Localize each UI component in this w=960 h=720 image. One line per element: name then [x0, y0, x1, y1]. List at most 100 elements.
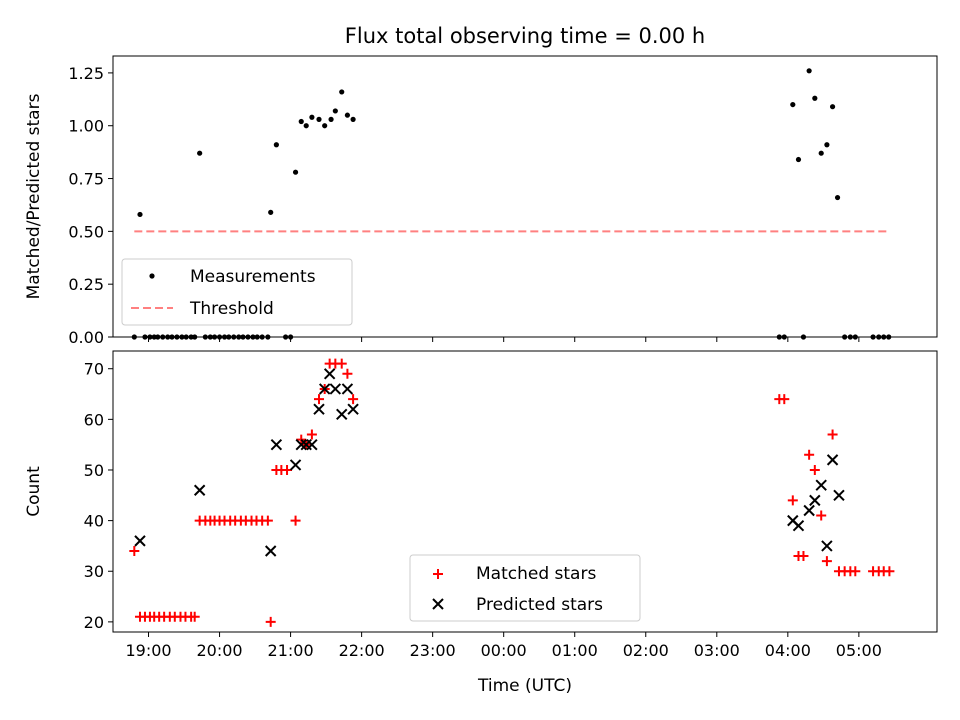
matched-star-point — [827, 429, 838, 440]
predicted-star-point — [289, 459, 302, 471]
measurement-point — [142, 334, 148, 340]
predicted-star-point — [318, 383, 331, 395]
matched-star-point — [809, 464, 820, 475]
predicted-star-point — [821, 540, 833, 552]
measurement-point — [824, 142, 830, 148]
legend-matched-marker — [433, 569, 443, 579]
measurement-point — [316, 116, 322, 122]
count-legend: Matched stars Predicted stars — [409, 554, 641, 622]
predicted-star-point — [313, 403, 325, 415]
predicted-star-point — [329, 383, 342, 395]
count-legend-box — [409, 554, 641, 622]
count-panel-frame — [112, 350, 938, 633]
matched-star-point — [884, 566, 895, 577]
matched-star-point — [804, 449, 815, 460]
measurement-point — [231, 334, 237, 340]
legend-measurements-label: Measurements — [190, 267, 316, 287]
measurement-point — [160, 334, 166, 340]
measurement-point — [332, 108, 338, 114]
count-panel-ytick-label: 60 — [84, 410, 104, 429]
measurement-point — [254, 334, 260, 340]
measurement-point — [842, 334, 848, 340]
measurement-point — [886, 334, 892, 340]
matched-star-point — [265, 616, 276, 627]
measurement-point — [298, 118, 304, 125]
xtick-label: 03:00 — [694, 641, 740, 660]
measurement-point — [790, 101, 796, 108]
measurement-point — [309, 114, 315, 120]
predicted-star-point — [193, 484, 206, 496]
measurement-point — [259, 334, 265, 340]
measurement-point — [283, 334, 289, 340]
flux-ratio-panel: 0.00 0.25 0.50 0.75 1.00 1.25 Matched/Predicte… — [24, 55, 938, 347]
matched-star-point — [850, 566, 861, 577]
measurement-point — [344, 112, 351, 118]
measurement-point — [240, 334, 246, 340]
measurement-point — [183, 334, 189, 340]
measurement-point — [202, 334, 208, 340]
matched-star-point — [282, 464, 293, 475]
measurement-point — [211, 334, 218, 340]
flux-legend: Measurements Threshold — [121, 258, 353, 326]
measurement-point — [870, 334, 876, 340]
measurement-point — [834, 194, 841, 201]
predicted-star-point — [134, 535, 146, 547]
measurement-point — [137, 211, 143, 218]
flux-panel-ytick-label: 0.00 — [68, 328, 104, 347]
predicted-star-point — [336, 408, 348, 420]
xtick-label: 23:00 — [410, 641, 456, 660]
measurement-point — [221, 334, 228, 340]
matched-star-point — [262, 515, 273, 526]
count-plot-area — [129, 358, 895, 627]
matched-star-point — [129, 545, 140, 556]
measurement-point — [322, 123, 328, 129]
measurement-point — [226, 334, 232, 340]
matched-star-point — [348, 394, 359, 405]
predicted-star-point — [264, 545, 277, 557]
measurement-point — [806, 68, 812, 74]
predicted-star-point — [347, 403, 359, 415]
measurement-point — [350, 116, 356, 122]
predicted-star-point — [803, 504, 815, 517]
count-panel-ytick-label: 30 — [84, 562, 104, 581]
count-panel-ytick-label: 50 — [84, 461, 104, 480]
measurement-point — [250, 334, 256, 340]
measurement-point — [303, 123, 309, 129]
measurement-point — [795, 156, 802, 163]
measurement-point — [174, 334, 180, 340]
xtick-label: 01:00 — [552, 641, 598, 660]
matched-star-point — [296, 434, 307, 445]
measurement-point — [165, 334, 171, 340]
measurement-point — [881, 334, 887, 340]
predicted-star-point — [341, 383, 354, 395]
measurement-point — [207, 334, 213, 340]
legend-predicted-label: Predicted stars — [476, 595, 603, 615]
measurement-point — [147, 334, 153, 340]
measurement-point — [852, 334, 858, 340]
measurement-point — [328, 116, 334, 122]
measurement-point — [812, 95, 818, 101]
predicted-star-point — [809, 494, 821, 507]
predicted-star-point — [833, 489, 845, 502]
measurement-point — [245, 334, 251, 340]
measurement-point — [265, 334, 271, 340]
measurement-point — [292, 169, 299, 175]
matched-star-point — [779, 394, 790, 405]
measurement-point — [192, 334, 198, 340]
measurement-point — [169, 334, 175, 340]
matched-star-point — [816, 510, 827, 521]
measurement-point — [197, 150, 203, 156]
measurement-point — [273, 142, 279, 148]
flux-panel-ylabel: Matched/Predicted stars — [24, 93, 44, 299]
measurement-point — [287, 334, 294, 340]
matched-star-point — [189, 611, 200, 622]
flux-panel-ytick-label: 1.00 — [68, 117, 104, 136]
flux-panel-ytick-label: 0.25 — [68, 275, 104, 294]
measurement-point — [800, 334, 807, 340]
measurement-point — [151, 334, 157, 340]
xtick-label: 20:00 — [196, 641, 242, 660]
xtick-label: 05:00 — [836, 641, 882, 660]
measurement-point — [847, 334, 853, 340]
predicted-star-point — [306, 438, 318, 451]
flux-legend-box — [121, 258, 353, 326]
